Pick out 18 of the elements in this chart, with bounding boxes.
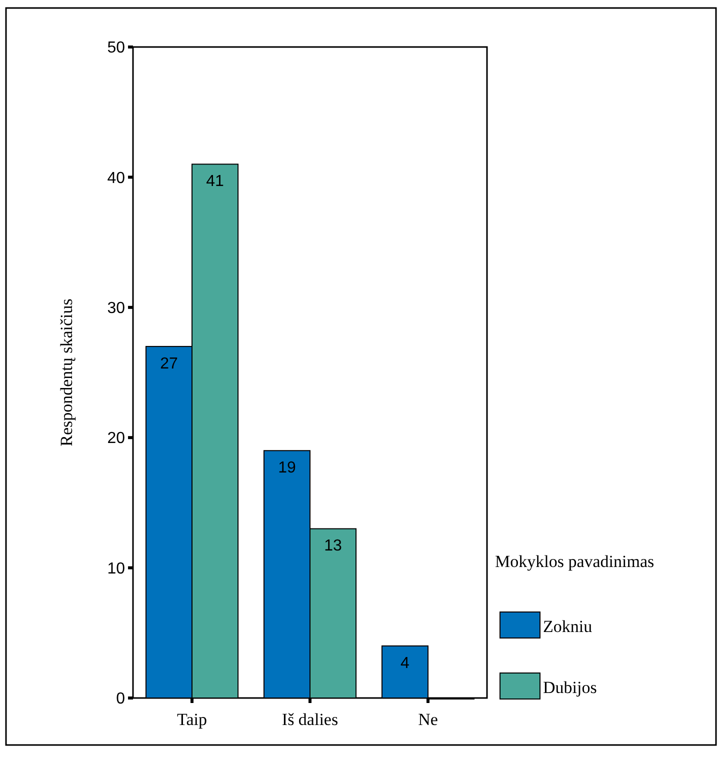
data-label: 27: [160, 355, 178, 372]
legend-title: Mokyklos pavadinimas: [495, 552, 654, 571]
data-label: 41: [206, 173, 224, 190]
legend-label: Dubijos: [543, 678, 597, 697]
y-axis-title: Respondentų skaičius: [57, 298, 76, 446]
legend-label: Zokniu: [543, 617, 593, 636]
y-tick-label: 10: [107, 560, 126, 578]
y-tick-label: 20: [107, 430, 126, 448]
data-label: 19: [278, 460, 296, 477]
x-tick-label: Taip: [177, 710, 207, 729]
data-label: 4: [400, 654, 410, 672]
y-tick-label: 0: [116, 690, 126, 708]
x-tick-label: Ne: [418, 710, 438, 729]
y-tick-label: 30: [107, 300, 126, 317]
y-tick-label: 40: [107, 170, 126, 187]
y-tick-label: 50: [107, 40, 126, 57]
data-label: 13: [324, 538, 342, 555]
x-tick-label: Iš dalies: [282, 710, 338, 729]
